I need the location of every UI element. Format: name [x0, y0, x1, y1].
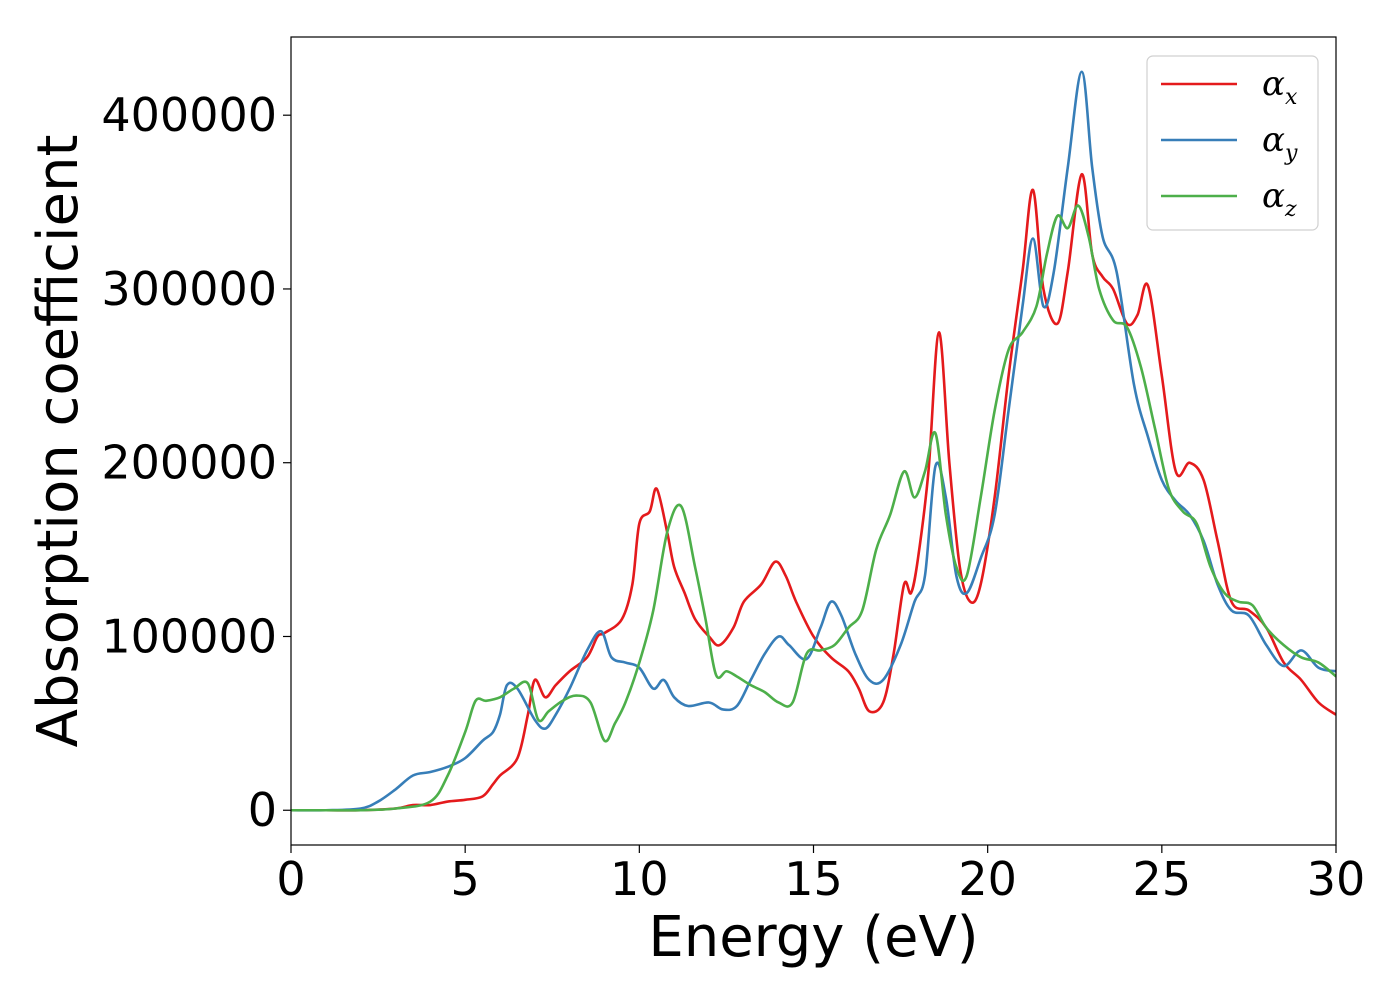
x-tick-label: 25 [1133, 852, 1192, 906]
y-tick-label: 100000 [101, 609, 277, 663]
y-tick-label: 0 [248, 783, 277, 837]
x-axis-ticks: 0 5 10 15 20 25 30 [276, 845, 1365, 906]
x-axis-label: Energy (eV) [648, 905, 978, 970]
y-axis-label: Absorption coefficient [26, 135, 91, 748]
x-tick-label: 10 [610, 852, 669, 906]
series-line-α-y [291, 70, 1336, 812]
x-tick-label: 15 [784, 852, 843, 906]
x-tick-label: 0 [276, 852, 305, 906]
y-tick-label: 300000 [101, 262, 277, 316]
y-tick-label: 400000 [101, 88, 277, 142]
x-tick-label: 30 [1307, 852, 1366, 906]
series-line-α-x [291, 172, 1336, 812]
series-line-α-z [291, 204, 1336, 812]
legend-box [1146, 55, 1319, 231]
y-axis-ticks: 0 100000 200000 300000 400000 [101, 88, 291, 837]
legend: αx αy αz [1146, 55, 1319, 231]
legend-entry: αy [1262, 120, 1298, 166]
legend-entry: αz [1262, 176, 1297, 222]
y-tick-label: 200000 [101, 436, 277, 490]
series-layer [291, 70, 1336, 812]
legend-entry: αx [1262, 64, 1298, 110]
x-tick-label: 5 [451, 852, 480, 906]
x-tick-label: 20 [958, 852, 1017, 906]
